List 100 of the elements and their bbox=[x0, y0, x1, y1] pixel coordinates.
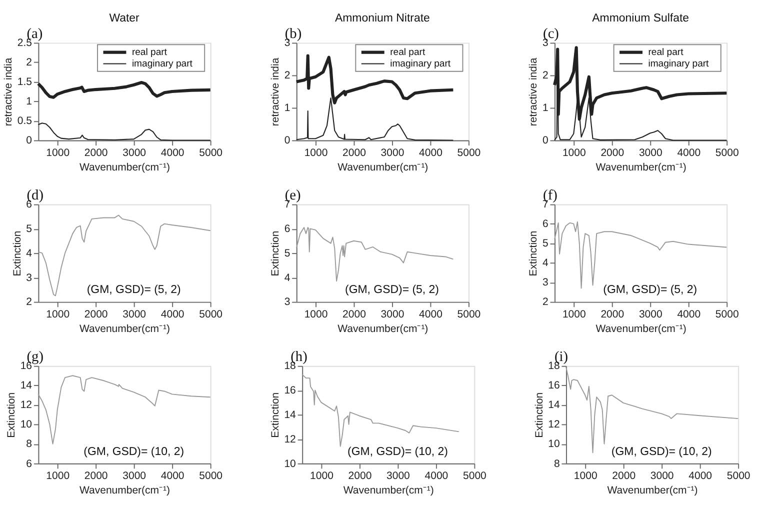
y-tick-label: 0 bbox=[26, 134, 32, 147]
x-tick-label: 3000 bbox=[650, 470, 674, 482]
x-tick-label: 3000 bbox=[386, 470, 410, 482]
x-tick-label: 3000 bbox=[638, 308, 662, 321]
x-axis-title: Wavenumber(cm⁻¹) bbox=[596, 161, 686, 174]
y-axis-title: retractive india bbox=[528, 58, 540, 126]
x-tick-label: 1000 bbox=[562, 308, 586, 321]
y-tick-label: 4 bbox=[284, 272, 290, 284]
y-tick-label: 18 bbox=[548, 360, 560, 372]
x-tick-label: 3000 bbox=[638, 147, 662, 160]
x-tick-label: 5000 bbox=[457, 147, 481, 160]
y-tick-label: 8 bbox=[26, 438, 32, 450]
y-tick-label: 10 bbox=[20, 418, 32, 431]
y-tick-label: 5 bbox=[542, 238, 548, 250]
y-tick-label: 4 bbox=[26, 247, 32, 260]
y-tick-label: 2 bbox=[26, 56, 32, 69]
x-axis-title: Wavenumber(cm⁻¹) bbox=[596, 322, 686, 335]
chart-title: Ammonium Sulfate bbox=[592, 12, 690, 25]
y-axis-title: Extinction bbox=[269, 392, 282, 438]
x-tick-label: 1000 bbox=[562, 147, 586, 160]
y-tick-label: 8 bbox=[554, 458, 560, 470]
x-tick-label: 1000 bbox=[574, 470, 598, 482]
x-tick-label: 2000 bbox=[600, 308, 624, 321]
x-tick-label: 4000 bbox=[419, 147, 443, 160]
y-axis-title: retractive india bbox=[2, 58, 15, 126]
y-tick-label: 14 bbox=[20, 380, 32, 392]
legend-label: real part bbox=[648, 47, 684, 58]
annotation: (GM, GSD)= (10, 2) bbox=[611, 446, 712, 458]
x-tick-label: 4000 bbox=[160, 147, 184, 160]
y-axis-title: retractive india bbox=[270, 58, 282, 126]
y-tick-label: 2 bbox=[26, 296, 32, 308]
y-axis-title: Extinction bbox=[6, 392, 18, 438]
x-tick-label: 5000 bbox=[199, 470, 223, 482]
x-tick-label: 5000 bbox=[726, 470, 750, 482]
legend-label: imaginary part bbox=[390, 58, 451, 70]
x-tick-label: 4000 bbox=[677, 147, 701, 160]
x-tick-label: 2000 bbox=[348, 470, 372, 482]
y-tick-label: 3 bbox=[284, 296, 290, 308]
y-tick-label: 6 bbox=[26, 198, 32, 211]
y-tick-label: 5 bbox=[284, 247, 290, 260]
y-tick-label: 1 bbox=[284, 102, 290, 114]
y-tick-label: 1 bbox=[542, 102, 548, 114]
x-tick-label: 4000 bbox=[160, 308, 184, 321]
x-tick-label: 5000 bbox=[199, 308, 223, 321]
y-tick-label: 12 bbox=[548, 418, 560, 431]
x-tick-label: 3000 bbox=[122, 308, 146, 321]
legend-label: real part bbox=[132, 47, 168, 58]
y-tick-label: 18 bbox=[284, 360, 296, 372]
annotation: (GM, GSD)= (5, 2) bbox=[603, 284, 698, 296]
x-axis-title: Wavenumber(cm⁻¹) bbox=[338, 322, 428, 335]
x-tick-label: 4000 bbox=[160, 470, 184, 482]
x-tick-label: 4000 bbox=[419, 308, 443, 321]
y-tick-label: 3 bbox=[26, 272, 32, 284]
y-tick-label: 14 bbox=[548, 399, 560, 412]
legend-label: real part bbox=[390, 47, 426, 58]
x-tick-label: 5000 bbox=[715, 147, 739, 160]
y-tick-label: 12 bbox=[284, 433, 296, 446]
y-tick-label: 7 bbox=[284, 198, 290, 211]
y-tick-label: 10 bbox=[284, 458, 296, 470]
y-axis-title: Extinction bbox=[533, 392, 546, 438]
x-tick-label: 1000 bbox=[304, 308, 328, 321]
y-tick-label: 2 bbox=[542, 296, 548, 308]
y-tick-label: 16 bbox=[548, 380, 560, 392]
y-tick-label: 1 bbox=[26, 96, 32, 108]
x-tick-label: 4000 bbox=[688, 470, 712, 482]
y-tick-label: 4 bbox=[542, 257, 548, 270]
x-tick-label: 3000 bbox=[122, 470, 146, 482]
y-tick-label: 2 bbox=[284, 70, 290, 82]
annotation: (GM, GSD)= (10, 2) bbox=[348, 446, 448, 458]
y-tick-label: 0 bbox=[284, 134, 290, 147]
y-tick-label: 1.5 bbox=[17, 76, 32, 88]
x-tick-label: 1000 bbox=[310, 470, 334, 482]
legend-label: imaginary part bbox=[132, 58, 193, 70]
x-axis-title: Wavenumber(cm⁻¹) bbox=[343, 484, 434, 497]
chart-title: Ammonium Nitrate bbox=[334, 12, 430, 25]
x-tick-label: 2000 bbox=[84, 470, 108, 482]
x-tick-label: 2000 bbox=[342, 308, 366, 321]
x-tick-label: 2000 bbox=[612, 470, 636, 482]
x-axis-title: Wavenumber(cm⁻¹) bbox=[607, 484, 698, 497]
y-tick-label: 3 bbox=[542, 276, 548, 289]
x-tick-label: 3000 bbox=[122, 147, 146, 160]
x-tick-label: 5000 bbox=[463, 470, 487, 482]
x-tick-label: 2000 bbox=[84, 147, 108, 160]
y-tick-label: 10 bbox=[548, 438, 560, 450]
y-tick-label: 7 bbox=[542, 198, 548, 211]
y-tick-label: 6 bbox=[542, 218, 548, 230]
chart-title: Water bbox=[109, 12, 140, 25]
x-tick-label: 1000 bbox=[46, 308, 70, 321]
y-axis-title: Extinction bbox=[270, 230, 282, 276]
x-axis-title: Wavenumber(cm⁻¹) bbox=[79, 322, 170, 335]
y-tick-label: 14 bbox=[284, 408, 296, 421]
x-tick-label: 2000 bbox=[342, 147, 366, 160]
x-tick-label: 2000 bbox=[600, 147, 624, 160]
y-tick-label: 5 bbox=[26, 223, 32, 236]
y-tick-label: 6 bbox=[284, 223, 290, 236]
x-tick-label: 5000 bbox=[715, 308, 739, 321]
x-tick-label: 1000 bbox=[304, 147, 328, 160]
x-axis-title: Wavenumber(cm⁻¹) bbox=[79, 484, 170, 497]
annotation: (GM, GSD)= (10, 2) bbox=[84, 446, 184, 458]
y-tick-label: 6 bbox=[26, 458, 32, 470]
